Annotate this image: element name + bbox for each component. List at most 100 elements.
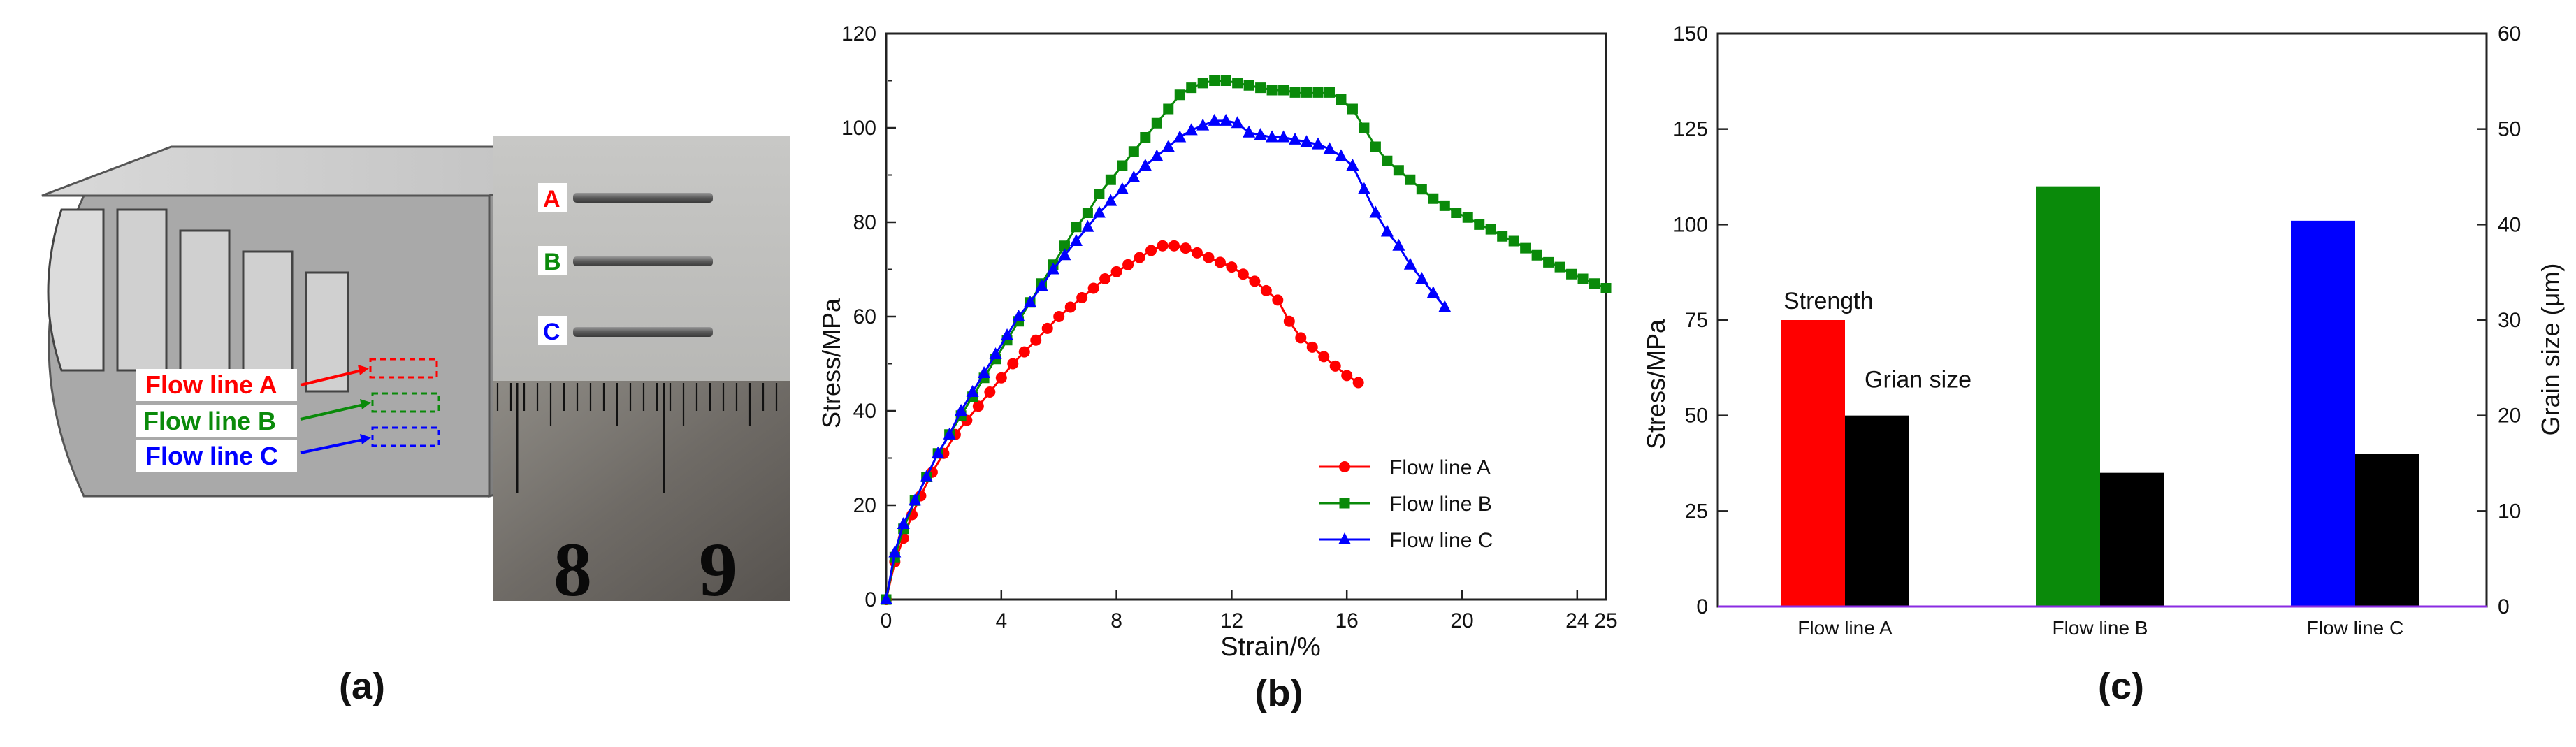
- y-tick-label: 0: [864, 588, 876, 611]
- data-point: [1278, 85, 1289, 96]
- data-point: [1312, 137, 1324, 150]
- strength-bar: [1781, 320, 1845, 607]
- legend-label: Flow line B: [1389, 493, 1492, 516]
- data-point: [897, 517, 910, 529]
- data-point: [1577, 273, 1589, 284]
- data-point: [1220, 75, 1231, 86]
- data-point: [1451, 208, 1462, 218]
- data-point: [1312, 87, 1324, 98]
- data-point: [1150, 149, 1164, 161]
- data-point: [1283, 315, 1295, 327]
- data-point: [1266, 85, 1278, 96]
- grain-size-bar: [1845, 415, 1909, 607]
- data-point: [1438, 300, 1452, 312]
- flow-line-b-marker: [371, 392, 440, 413]
- data-point: [1508, 235, 1519, 247]
- specimen-label-b: B: [544, 249, 561, 275]
- data-point: [1462, 212, 1473, 223]
- data-point: [1566, 268, 1577, 280]
- data-point: [1520, 242, 1531, 254]
- data-point: [1173, 130, 1187, 143]
- data-point: [1012, 310, 1025, 321]
- flow-line-a-label: Flow line A: [145, 370, 277, 399]
- y-tick-label: 120: [841, 22, 876, 45]
- category-label: Flow line A: [1797, 617, 1893, 639]
- data-point: [1001, 328, 1014, 340]
- right-y-tick-label: 30: [2498, 309, 2521, 332]
- grain-size-bar: [2100, 472, 2164, 607]
- data-point: [1334, 149, 1347, 161]
- data-point: [1416, 184, 1427, 195]
- data-point: [943, 427, 956, 440]
- data-point: [1191, 247, 1203, 259]
- data-point: [1357, 182, 1370, 194]
- data-point: [1289, 87, 1301, 98]
- data-point: [972, 400, 984, 412]
- flow-line-c-label: Flow line C: [145, 442, 278, 470]
- legend-label: Flow line A: [1389, 456, 1491, 479]
- data-point: [1485, 224, 1496, 235]
- y-tick-label: 80: [853, 211, 876, 234]
- left-y-tick-label: 125: [1673, 118, 1708, 141]
- y-tick-label: 100: [841, 117, 876, 140]
- data-point: [1589, 278, 1600, 289]
- category-label: Flow line C: [2307, 617, 2403, 639]
- data-point: [1076, 292, 1088, 303]
- data-point: [1145, 245, 1157, 256]
- data-point: [1203, 252, 1215, 263]
- data-point: [1099, 273, 1111, 284]
- data-point: [909, 493, 922, 506]
- data-point: [1249, 275, 1261, 287]
- data-point: [1168, 240, 1180, 252]
- data-point: [1272, 294, 1284, 306]
- data-point: [1254, 128, 1267, 140]
- right-y-tick-label: 20: [2498, 405, 2521, 428]
- strength-bar: [2291, 220, 2355, 607]
- data-point: [1415, 272, 1428, 284]
- data-point: [1140, 132, 1151, 143]
- strength-annotation: Strength: [1783, 288, 1874, 314]
- data-point: [1092, 205, 1106, 218]
- data-point: [1163, 103, 1174, 115]
- data-point: [1197, 78, 1208, 89]
- data-point: [1128, 146, 1139, 157]
- category-label: Flow line B: [2053, 617, 2148, 639]
- data-point: [966, 385, 979, 397]
- data-point: [1243, 125, 1256, 138]
- data-point: [1151, 117, 1162, 129]
- data-point: [1024, 295, 1036, 307]
- data-point: [989, 347, 1002, 359]
- legend-marker: [1339, 461, 1350, 472]
- data-point: [1295, 332, 1307, 344]
- ruler-number-9: 9: [699, 527, 737, 612]
- flow-line-a-marker: [369, 358, 438, 379]
- data-point: [1346, 159, 1359, 171]
- panel-c-caption: (c): [2098, 665, 2144, 707]
- data-point: [1306, 341, 1318, 353]
- data-point: [1347, 103, 1358, 115]
- data-point: [1341, 370, 1353, 382]
- legend-label: Flow line C: [1389, 529, 1493, 552]
- data-point: [1094, 189, 1105, 199]
- panel-a-caption: (a): [339, 665, 385, 707]
- x-tick-label: 24: [1565, 609, 1589, 632]
- data-point: [1208, 113, 1221, 126]
- data-point: [920, 470, 933, 482]
- series-line-2: [885, 80, 1607, 600]
- data-point: [1220, 113, 1233, 126]
- data-point: [1301, 87, 1312, 98]
- data-point: [1243, 80, 1254, 91]
- data-point: [1018, 346, 1030, 358]
- x-tick-label: 16: [1336, 609, 1359, 632]
- data-point: [1260, 284, 1272, 296]
- data-point: [1127, 170, 1141, 182]
- right-y-tick-label: 60: [2498, 22, 2521, 45]
- data-point: [1600, 283, 1612, 293]
- strength-bar: [2036, 186, 2100, 607]
- data-point: [1071, 222, 1082, 233]
- flow-line-c-marker: [371, 426, 440, 447]
- data-point: [1138, 159, 1152, 171]
- left-y-tick-label: 0: [1696, 595, 1708, 618]
- data-point: [1323, 142, 1336, 154]
